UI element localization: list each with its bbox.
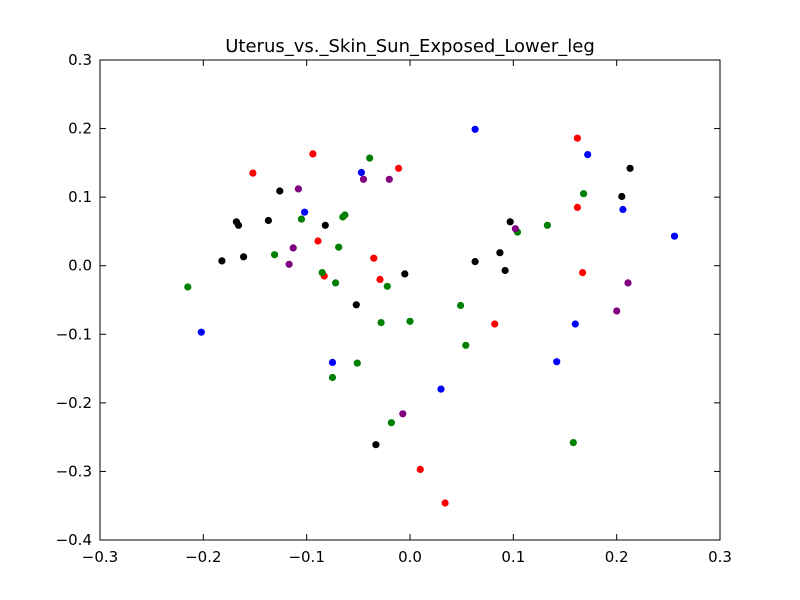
y-tick-label: 0.3 (68, 51, 92, 69)
data-point (579, 269, 587, 277)
data-point (399, 410, 407, 418)
data-point (543, 221, 552, 229)
data-point (401, 270, 409, 278)
plot-frame (99, 59, 721, 541)
data-point (385, 175, 393, 183)
chart-title: Uterus_vs._Skin_Sun_Exposed_Lower_leg (225, 36, 595, 57)
data-point (314, 237, 322, 245)
data-point (332, 279, 340, 287)
x-tick-label: 0.2 (605, 548, 629, 566)
data-point (584, 151, 592, 159)
data-point (491, 320, 499, 328)
data-point (359, 175, 368, 183)
series-2 (184, 154, 588, 447)
data-point (301, 208, 309, 216)
data-point (328, 358, 337, 366)
data-point (571, 320, 579, 328)
data-point (506, 218, 514, 226)
data-point (501, 266, 509, 275)
points-layer (184, 125, 679, 507)
x-tick-label: 0.1 (501, 548, 525, 566)
data-point (372, 441, 380, 449)
data-point (670, 232, 679, 240)
data-point (387, 419, 395, 427)
data-point (511, 225, 519, 233)
data-point (264, 216, 272, 225)
data-point (573, 203, 582, 211)
data-point (184, 283, 192, 291)
plot-area (100, 60, 720, 540)
data-point (395, 164, 403, 172)
x-tick-label: −0.1 (288, 548, 324, 566)
y-tick-label: −0.4 (56, 531, 92, 549)
data-point (406, 317, 414, 325)
data-point (618, 192, 626, 201)
y-tick-label: 0.0 (68, 257, 92, 275)
data-point (318, 269, 326, 277)
x-tick-label: 0.0 (398, 548, 422, 566)
x-tick-label: −0.2 (185, 548, 221, 566)
data-point (496, 249, 504, 257)
data-point (624, 279, 632, 287)
data-point (619, 205, 627, 214)
data-point (569, 439, 577, 447)
data-point (441, 499, 449, 507)
series-4 (285, 175, 632, 418)
data-point (352, 301, 360, 309)
y-tick-label: 0.2 (68, 120, 92, 138)
data-point (370, 254, 378, 262)
series-0 (197, 125, 679, 393)
data-point (626, 164, 634, 172)
data-point (321, 221, 329, 229)
data-point (357, 168, 365, 177)
data-point (328, 373, 337, 382)
data-point (580, 190, 588, 198)
data-point (240, 253, 248, 261)
y-tick-label: −0.2 (56, 394, 92, 412)
x-tick-label: −0.3 (82, 548, 118, 566)
data-point (471, 125, 479, 133)
data-point (437, 385, 445, 393)
data-point (457, 301, 465, 310)
data-point (294, 185, 302, 193)
data-point (234, 221, 243, 229)
data-point (285, 260, 293, 268)
data-point (471, 258, 479, 266)
series-1 (249, 134, 587, 507)
data-point (197, 328, 205, 336)
data-point (271, 251, 279, 259)
data-point (297, 215, 306, 223)
y-tick-label: −0.1 (56, 325, 92, 343)
data-point (249, 169, 257, 177)
y-tick-label: −0.3 (56, 462, 92, 480)
data-point (613, 307, 621, 315)
data-point (353, 359, 361, 367)
data-point (276, 187, 284, 195)
data-point (376, 275, 384, 283)
data-point (335, 243, 343, 251)
x-tick-label: 0.3 (708, 548, 732, 566)
data-point (366, 154, 374, 162)
y-tick-label: 0.1 (68, 188, 92, 206)
data-point (553, 358, 561, 366)
ticks-layer: −0.3 −0.2 −0.1 0.0 0.1 0.2 0.3−0.4−0.3−0.2−0.1… (56, 51, 732, 566)
series-3 (218, 164, 634, 449)
data-point (573, 134, 582, 142)
data-point (462, 341, 470, 349)
data-point (377, 319, 385, 327)
data-point (218, 257, 226, 265)
data-point (416, 465, 424, 473)
data-point (289, 244, 297, 252)
data-point (341, 211, 349, 219)
data-point (383, 282, 391, 290)
data-point (309, 150, 317, 158)
